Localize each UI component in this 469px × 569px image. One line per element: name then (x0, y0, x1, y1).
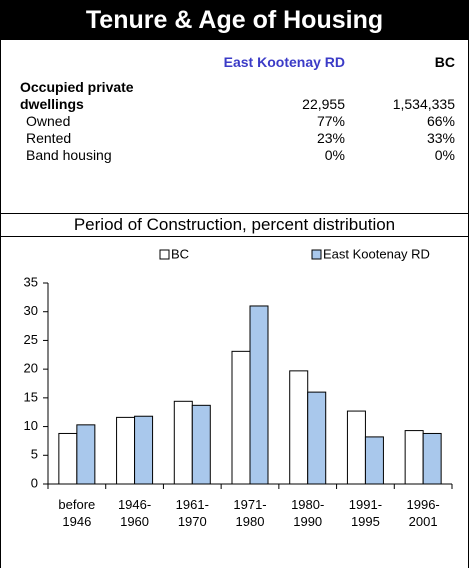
cell-value: 0% (324, 147, 345, 163)
column-header: East Kootenay RD (223, 54, 345, 70)
x-tick-label: 1996-2001 (406, 497, 440, 529)
bar (173, 400, 193, 485)
bar (58, 432, 78, 485)
bar (364, 436, 384, 485)
x-tick-label: 1991-1995 (348, 497, 383, 529)
cell-value: 23% (316, 130, 345, 146)
x-tick-label: before 1946 (58, 497, 96, 529)
cell-value: 77% (316, 113, 345, 129)
cell-value: 66% (426, 113, 455, 129)
y-tick-label: 15 (24, 389, 38, 404)
bar (249, 305, 269, 485)
row-label: Band housing (26, 147, 112, 163)
bar (289, 370, 309, 485)
legend-label: East Kootenay RD (323, 246, 430, 261)
bar (404, 430, 424, 485)
legend-swatch (311, 249, 322, 260)
bar (134, 415, 154, 485)
x-tick-label: 1961-1970 (175, 497, 209, 529)
bar (346, 410, 366, 485)
cell-value: 1,534,335 (392, 96, 455, 112)
x-tick-label: 1980-1990 (291, 497, 325, 529)
x-tick-label: 1971-1980 (233, 497, 267, 529)
row-label: Occupied private dwellings (20, 79, 134, 112)
cell-value: 22,955 (302, 96, 345, 112)
y-tick-label: 30 (24, 303, 38, 318)
y-tick-label: 35 (24, 274, 38, 289)
y-tick-label: 10 (24, 418, 38, 433)
bar (191, 404, 211, 485)
bar (307, 391, 327, 485)
legend-label: BC (171, 246, 189, 261)
row-label: Owned (26, 113, 71, 129)
bar (422, 432, 442, 485)
y-tick-label: 20 (24, 361, 38, 376)
y-tick-label: 25 (24, 332, 38, 347)
header-title: Tenure & Age of Housing (0, 0, 469, 40)
y-tick-label: 0 (31, 475, 38, 490)
cell-value: 33% (426, 130, 455, 146)
row-label: Rented (26, 130, 72, 146)
bar (116, 416, 136, 485)
legend-swatch (159, 249, 170, 260)
cell-value: 0% (434, 147, 455, 163)
bar (231, 350, 251, 485)
y-tick-label: 5 (31, 447, 38, 462)
bar (76, 424, 96, 485)
column-header: BC (434, 54, 455, 70)
x-tick-label: 1946-1960 (117, 497, 152, 529)
